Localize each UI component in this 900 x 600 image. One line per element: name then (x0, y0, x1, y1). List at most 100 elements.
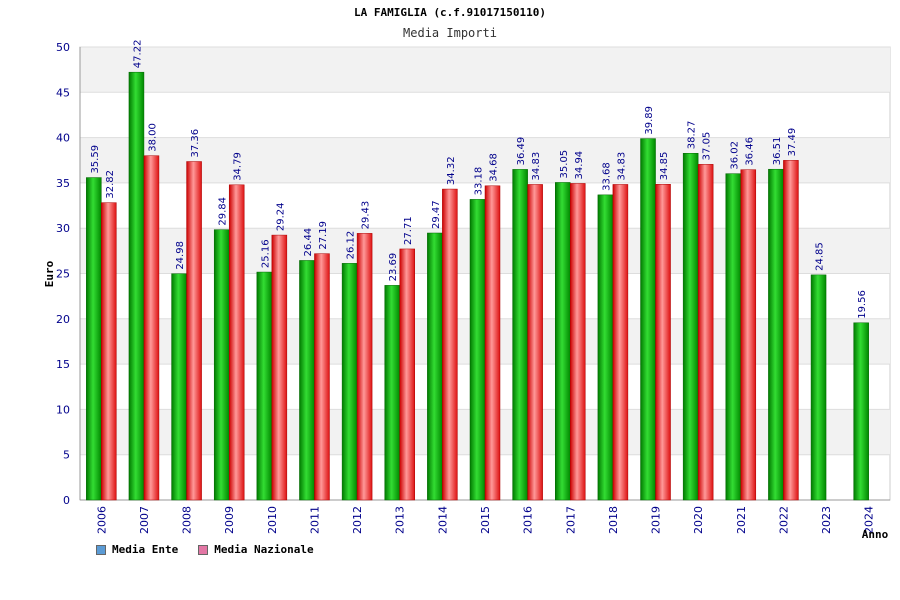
value-label-ente-2010: 25.16 (260, 239, 271, 268)
bar-ente-2019 (640, 138, 656, 501)
value-label-ente-2013: 23.69 (388, 253, 399, 282)
value-label-ente-2019: 39.89 (644, 106, 655, 135)
bar-ente-2017 (555, 182, 571, 501)
value-label-nazionale-2021: 36.46 (744, 137, 755, 166)
value-label-nazionale-2006: 32.82 (105, 170, 116, 199)
value-label-nazionale-2018: 34.83 (616, 152, 627, 181)
x-tick-label-2007: 2007 (138, 506, 151, 534)
x-tick-label-2008: 2008 (181, 506, 194, 534)
y-tick-label: 45 (56, 86, 70, 99)
bar-ente-2007 (128, 71, 145, 501)
value-label-ente-2012: 26.12 (346, 231, 357, 260)
value-label-nazionale-2019: 34.85 (659, 152, 670, 181)
y-tick-label: 20 (56, 313, 70, 326)
x-tick-label-2006: 2006 (95, 506, 108, 534)
x-axis-ticks: 2006 2007 2008 2009 2010 2011 2012 2013 2014 2015… (95, 506, 875, 534)
value-label-ente-2023: 24.85 (815, 242, 826, 271)
bar-nazionale-2021 (740, 169, 757, 501)
y-tick-label: 35 (56, 177, 70, 190)
bar-nazionale-2007 (143, 155, 160, 501)
y-axis-label: Euro (43, 260, 56, 287)
y-tick-label: 0 (63, 494, 70, 507)
bar-ente-2016 (512, 169, 528, 501)
bar-nazionale-2008 (186, 161, 202, 501)
bar-nazionale-2015 (484, 185, 501, 501)
legend-label-nazionale: Media Nazionale (214, 543, 314, 556)
legend-item-ente: Media Ente (96, 543, 178, 556)
bar-ente-2020 (682, 153, 699, 501)
value-label-nazionale-2007: 38.00 (147, 123, 158, 152)
y-tick-label: 40 (56, 132, 70, 145)
value-label-nazionale-2015: 34.68 (489, 153, 500, 182)
value-label-ente-2022: 36.51 (772, 137, 783, 166)
y-tick-label: 15 (56, 358, 70, 371)
legend: Media Ente Media Nazionale (96, 543, 314, 556)
x-tick-label-2015: 2015 (479, 506, 492, 534)
value-labels: 35.59 32.82 47.22 38.00 24.98 37.36 29.84 34.79… (90, 40, 868, 319)
bar-nazionale-2017 (570, 183, 586, 501)
value-label-nazionale-2009: 34.79 (233, 152, 244, 181)
x-tick-label-2009: 2009 (223, 506, 236, 534)
bar-ente-2018 (597, 194, 614, 501)
value-label-ente-2015: 33.18 (474, 167, 485, 196)
value-label-ente-2024: 19.56 (857, 290, 868, 319)
x-tick-label-2019: 2019 (650, 506, 663, 534)
x-tick-label-2012: 2012 (351, 506, 364, 534)
bar-ente-2014 (427, 232, 443, 501)
value-label-ente-2007: 47.22 (132, 40, 143, 69)
value-label-nazionale-2020: 37.05 (702, 132, 713, 161)
bar-nazionale-2006 (101, 202, 117, 501)
bar-ente-2012 (341, 263, 358, 501)
value-label-ente-2011: 26.44 (303, 228, 314, 257)
x-tick-label-2020: 2020 (692, 506, 705, 534)
legend-item-nazionale: Media Nazionale (198, 543, 314, 556)
value-label-nazionale-2016: 34.83 (531, 152, 542, 181)
x-tick-label-2014: 2014 (436, 506, 449, 534)
bar-ente-2024 (853, 322, 869, 501)
value-label-nazionale-2012: 29.43 (361, 201, 372, 230)
bar-nazionale-2013 (399, 248, 415, 501)
value-label-ente-2006: 35.59 (90, 145, 101, 174)
bar-nazionale-2009 (228, 184, 245, 501)
value-label-nazionale-2017: 34.94 (574, 151, 585, 180)
bar-nazionale-2010 (271, 234, 288, 501)
bar-ente-2009 (213, 229, 230, 501)
bar-ente-2021 (725, 173, 742, 501)
value-label-ente-2021: 36.02 (729, 141, 740, 170)
chart-title: LA FAMIGLIA (c.f.91017150110) (354, 6, 546, 19)
y-tick-label: 5 (63, 449, 70, 462)
value-label-nazionale-2013: 27.71 (403, 216, 414, 245)
x-tick-label-2018: 2018 (607, 506, 620, 534)
value-label-ente-2008: 24.98 (175, 241, 186, 270)
value-label-ente-2009: 29.84 (218, 197, 229, 226)
y-tick-label: 30 (56, 222, 70, 235)
bar-ente-2006 (86, 177, 102, 501)
plot-band (80, 47, 890, 93)
y-axis-ticks: 0 5 10 15 20 25 30 35 40 45 50 (56, 41, 70, 507)
y-tick-label: 50 (56, 41, 70, 54)
legend-swatch-nazionale (198, 544, 209, 555)
y-tick-label: 10 (56, 403, 70, 416)
bar-nazionale-2018 (612, 184, 629, 501)
x-tick-label-2022: 2022 (777, 506, 790, 534)
x-tick-label-2023: 2023 (820, 506, 833, 534)
value-label-ente-2018: 33.68 (601, 162, 612, 191)
bar-nazionale-2019 (655, 184, 671, 501)
bar-nazionale-2014 (442, 188, 458, 501)
x-tick-label-2013: 2013 (394, 506, 407, 534)
bar-ente-2015 (469, 199, 486, 501)
x-tick-label-2021: 2021 (735, 506, 748, 534)
bar-ente-2011 (299, 260, 315, 501)
y-tick-label: 25 (56, 268, 70, 281)
chart-subtitle: Media Importi (403, 26, 497, 40)
legend-label-ente: Media Ente (112, 543, 179, 556)
value-label-ente-2017: 35.05 (559, 150, 570, 179)
x-tick-label-2016: 2016 (522, 506, 535, 534)
legend-swatch-ente (96, 544, 106, 555)
value-label-nazionale-2008: 37.36 (190, 129, 201, 158)
x-tick-label-2011: 2011 (308, 506, 321, 534)
value-label-ente-2014: 29.47 (431, 200, 442, 229)
value-label-nazionale-2010: 29.24 (275, 202, 286, 231)
x-axis-label: Anno (862, 528, 889, 541)
